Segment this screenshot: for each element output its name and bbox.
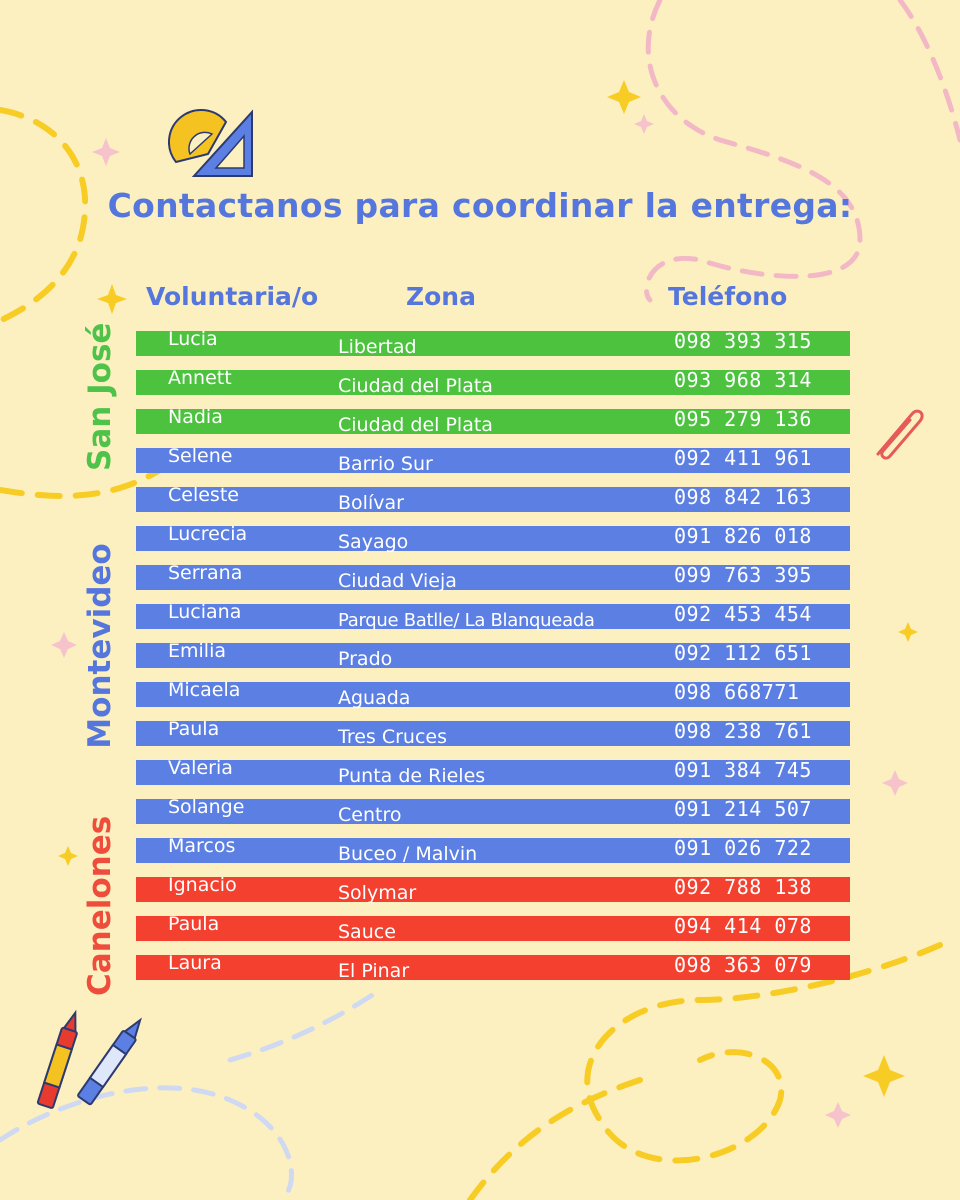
phone-number: 093 968 314 <box>674 368 812 392</box>
volunteer-name: Selene <box>168 445 233 467</box>
phone-number: 099 763 395 <box>674 563 812 587</box>
phone-number: 091 826 018 <box>674 524 812 548</box>
zone-name: Ciudad Vieja <box>338 570 457 592</box>
contact-table: Lucia Libertad 098 393 315 Annett Ciudad del… <box>136 328 850 994</box>
table-row: Marcos Buceo / Malvin 091 026 722 <box>136 835 850 865</box>
phone-number: 098 842 163 <box>674 485 812 509</box>
column-header-phone: Teléfono <box>668 282 788 311</box>
phone-number: 092 112 651 <box>674 641 812 665</box>
table-row: Lucrecia Sayago 091 826 018 <box>136 523 850 553</box>
table-row: Nadia Ciudad del Plata 095 279 136 <box>136 406 850 436</box>
phone-number: 091 214 507 <box>674 797 812 821</box>
region-label-montevideo: Montevideo <box>82 543 118 749</box>
zone-name: Sayago <box>338 531 409 553</box>
phone-number: 091 026 722 <box>674 836 812 860</box>
phone-number: 091 384 745 <box>674 758 812 782</box>
table-row: Paula Tres Cruces 098 238 761 <box>136 718 850 748</box>
table-row: Luciana Parque Batlle/ La Blanqueada 092 4… <box>136 601 850 631</box>
zone-name: Aguada <box>338 687 411 709</box>
zone-name: Prado <box>338 648 393 670</box>
volunteer-name: Paula <box>168 718 220 740</box>
table-row: Selene Barrio Sur 092 411 961 <box>136 445 850 475</box>
phone-number: 098 238 761 <box>674 719 812 743</box>
table-row: Valeria Punta de Rieles 091 384 745 <box>136 757 850 787</box>
volunteer-name: Celeste <box>168 484 239 506</box>
volunteer-name: Ignacio <box>168 874 237 896</box>
volunteer-name: Micaela <box>168 679 241 701</box>
zone-name: El Pinar <box>338 960 410 982</box>
paperclip-icon <box>876 409 924 460</box>
zone-name: Sauce <box>338 921 396 943</box>
volunteer-name: Laura <box>168 952 222 974</box>
phone-number: 098 668771 <box>674 680 800 704</box>
volunteer-name: Lucrecia <box>168 523 248 545</box>
zone-name: Libertad <box>338 336 417 358</box>
phone-number: 098 363 079 <box>674 953 812 977</box>
volunteer-name: Luciana <box>168 601 242 623</box>
protractor-ruler-icon <box>168 109 253 177</box>
table-row: Celeste Bolívar 098 842 163 <box>136 484 850 514</box>
table-row: Ignacio Solymar 092 788 138 <box>136 874 850 904</box>
phone-number: 092 453 454 <box>674 602 812 626</box>
zone-name: Ciudad del Plata <box>338 414 493 436</box>
phone-number: 098 393 315 <box>674 329 812 353</box>
zone-name: Solymar <box>338 882 417 904</box>
zone-name: Ciudad del Plata <box>338 375 493 397</box>
phone-number: 092 788 138 <box>674 875 812 899</box>
table-row: Laura El Pinar 098 363 079 <box>136 952 850 982</box>
table-row: Emilia Prado 092 112 651 <box>136 640 850 670</box>
phone-number: 095 279 136 <box>674 407 812 431</box>
table-row: Annett Ciudad del Plata 093 968 314 <box>136 367 850 397</box>
phone-number: 094 414 078 <box>674 914 812 938</box>
table-row: Lucia Libertad 098 393 315 <box>136 328 850 358</box>
page-title: Contactanos para coordinar la entrega: <box>107 186 853 225</box>
zone-name: Centro <box>338 804 402 826</box>
volunteer-name: Solange <box>168 796 245 818</box>
region-label-canelones: Canelones <box>82 815 118 996</box>
table-row: Micaela Aguada 098 668771 <box>136 679 850 709</box>
volunteer-name: Annett <box>168 367 232 389</box>
volunteer-name: Valeria <box>168 757 233 779</box>
zone-name: Bolívar <box>338 492 404 514</box>
table-row: Paula Sauce 094 414 078 <box>136 913 850 943</box>
volunteer-name: Lucia <box>168 328 218 350</box>
zone-name: Barrio Sur <box>338 453 433 475</box>
phone-number: 092 411 961 <box>674 446 812 470</box>
volunteer-name: Emilia <box>168 640 226 662</box>
zone-name: Tres Cruces <box>338 726 447 748</box>
crayons-icon <box>36 1009 142 1109</box>
volunteer-name: Serrana <box>168 562 243 584</box>
zone-name: Punta de Rieles <box>338 765 486 787</box>
volunteer-name: Nadia <box>168 406 223 428</box>
zone-name: Buceo / Malvin <box>338 843 478 865</box>
column-header-volunteer: Voluntaria/o <box>146 282 319 311</box>
region-label-san-jose: San José <box>82 322 118 471</box>
table-row: Solange Centro 091 214 507 <box>136 796 850 826</box>
column-header-zone: Zona <box>406 282 476 311</box>
table-row: Serrana Ciudad Vieja 099 763 395 <box>136 562 850 592</box>
zone-name: Parque Batlle/ La Blanqueada <box>338 610 595 631</box>
volunteer-name: Marcos <box>168 835 236 857</box>
volunteer-name: Paula <box>168 913 220 935</box>
